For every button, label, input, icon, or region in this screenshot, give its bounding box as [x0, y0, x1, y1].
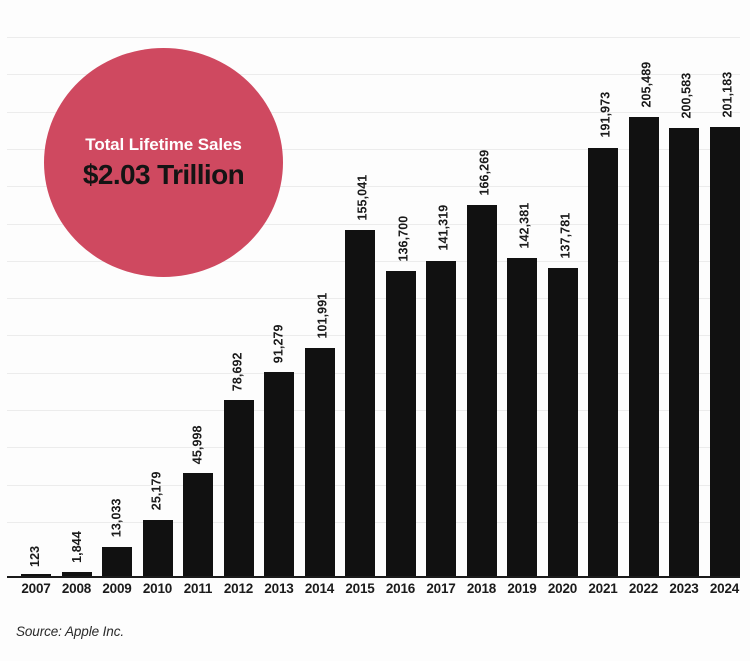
x-tick-label-2014: 2014 — [304, 581, 335, 596]
gridline — [7, 186, 740, 188]
bar[interactable] — [547, 268, 578, 576]
bar-value-label: 201,183 — [719, 71, 734, 118]
bar-value-label: 101,991 — [314, 292, 329, 339]
bar[interactable] — [21, 574, 51, 576]
bar-group: 1,844 — [57, 8, 97, 576]
bar-value-label: 141,319 — [436, 205, 451, 251]
x-tick-label-2009: 2009 — [102, 581, 132, 596]
bar-group: 13,033 — [97, 8, 137, 576]
bar-group: 155,041 — [340, 8, 380, 576]
bar-value-label: 137,781 — [557, 212, 572, 259]
bar[interactable] — [61, 571, 92, 576]
total-lifetime-sales-callout: Total Lifetime Sales $2.03 Trillion — [44, 48, 283, 277]
callout-value: $2.03 Trillion — [82, 158, 245, 190]
bar-value-label: 78,692 — [230, 352, 245, 391]
bar[interactable] — [588, 147, 618, 576]
x-tick-label-2020: 2020 — [547, 581, 578, 596]
x-axis-tick-labels: 2007 2008 2009 2010 2011 2012 2013 2014 2015 2016… — [7, 581, 740, 605]
bar[interactable] — [142, 519, 173, 576]
x-tick-label-2016: 2016 — [385, 581, 416, 596]
x-tick-label-2021: 2021 — [588, 581, 618, 596]
bar-value-label: 1,844 — [69, 531, 84, 563]
bar[interactable] — [628, 117, 659, 576]
bar[interactable] — [345, 229, 375, 576]
bar[interactable] — [183, 473, 213, 576]
bar-value-label: 123 — [28, 546, 43, 568]
bar-group: 142,381 — [502, 8, 542, 576]
bar-group: 25,179 — [138, 8, 178, 576]
bar-value-label: 166,269 — [476, 149, 491, 196]
bar-series: 123 1,844 13,033 25,179 45,998 78,692 91,279 10… — [7, 8, 740, 576]
bar[interactable] — [709, 126, 740, 576]
x-tick-label-2007: 2007 — [21, 581, 51, 596]
bar[interactable] — [264, 372, 294, 576]
bar-group: 205,489 — [624, 8, 664, 576]
bar[interactable] — [426, 260, 456, 576]
bar[interactable] — [507, 258, 537, 576]
bar[interactable] — [466, 204, 497, 576]
x-axis-line — [7, 576, 740, 578]
bar[interactable] — [304, 348, 335, 576]
bar-group: 141,319 — [421, 8, 461, 576]
bar-group: 45,998 — [178, 8, 218, 576]
x-tick-label-2022: 2022 — [628, 581, 659, 596]
bar[interactable] — [223, 400, 254, 576]
plot-area: 123 1,844 13,033 25,179 45,998 78,692 91,279 10… — [7, 8, 740, 576]
bar-value-label: 45,998 — [190, 425, 205, 464]
bar-group: 91,279 — [259, 8, 299, 576]
x-tick-label-2015: 2015 — [345, 581, 375, 596]
x-tick-label-2011: 2011 — [183, 581, 213, 596]
callout-title: Total Lifetime Sales — [85, 134, 242, 154]
bar-group: 166,269 — [462, 8, 502, 576]
x-tick-label-2013: 2013 — [264, 581, 294, 596]
gridline — [7, 111, 740, 113]
x-tick-label-2017: 2017 — [426, 581, 456, 596]
x-tick-label-2018: 2018 — [466, 581, 497, 596]
bar-group: 101,991 — [300, 8, 340, 576]
x-tick-label-2012: 2012 — [223, 581, 254, 596]
bar-group: 200,583 — [664, 8, 704, 576]
gridline — [7, 223, 740, 225]
gridline — [7, 148, 740, 150]
bar-value-label: 25,179 — [149, 471, 164, 511]
bar-group: 136,700 — [381, 8, 421, 576]
bar[interactable] — [102, 546, 132, 576]
gridline — [7, 37, 740, 38]
x-tick-label-2010: 2010 — [142, 581, 173, 596]
bar-group: 191,973 — [583, 8, 623, 576]
bar-group: 78,692 — [219, 8, 259, 576]
bar-group: 201,183 — [705, 8, 745, 576]
gridline — [7, 74, 740, 76]
bar[interactable] — [385, 270, 416, 576]
bar-group: 137,781 — [543, 8, 583, 576]
x-tick-label-2023: 2023 — [669, 581, 699, 596]
bar-group: 123 — [16, 8, 56, 576]
source-note: Source: Apple Inc. — [16, 624, 125, 639]
x-tick-label-2019: 2019 — [507, 581, 537, 596]
x-tick-label-2008: 2008 — [61, 581, 92, 596]
x-tick-label-2024: 2024 — [709, 581, 740, 596]
bar[interactable] — [669, 128, 699, 576]
